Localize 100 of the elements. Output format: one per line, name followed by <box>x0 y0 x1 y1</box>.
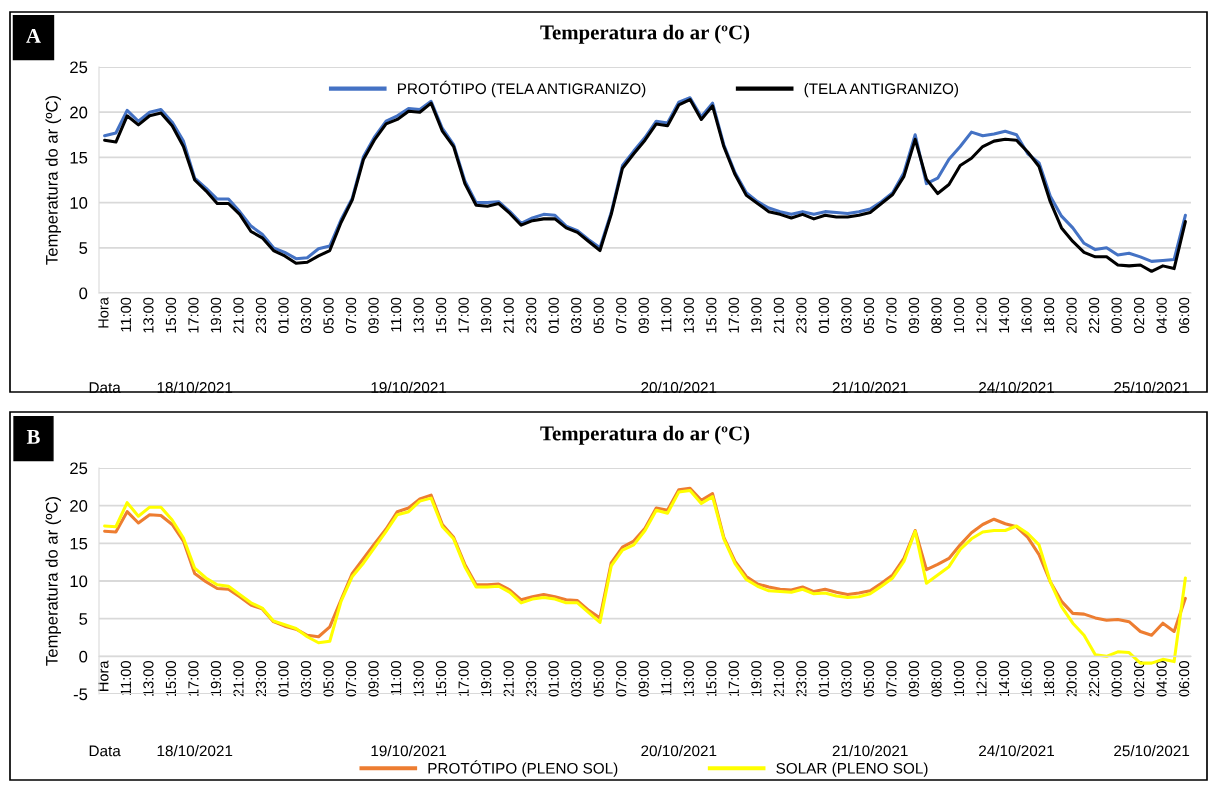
x-tick-label: 00:00 <box>1111 661 1122 697</box>
x-tick-label: 13:00 <box>143 661 154 696</box>
x-tick-label: 13:00 <box>143 297 154 333</box>
y-tick-label: 5 <box>79 613 88 625</box>
text: Data <box>89 382 121 393</box>
text: 18/10/2021 <box>157 745 233 757</box>
text: 24/10/2021 <box>979 745 1054 757</box>
x-tick-label: 05:00 <box>323 297 334 334</box>
x-tick-label: 00:00 <box>1111 297 1122 334</box>
x-tick-label: 09:00 <box>368 661 379 697</box>
x-tick-label: 14:00 <box>998 297 1010 333</box>
x-tick-label: 09:00 <box>368 297 379 334</box>
x-tick-label: Hora <box>98 660 109 691</box>
x-tick-label: 03:00 <box>571 297 582 334</box>
x-tick-label: 01:00 <box>548 661 559 697</box>
x-tick-label: 03:00 <box>841 661 852 697</box>
x-tick-label: 19:00 <box>480 661 492 696</box>
x-tick-label: 22:00 <box>1088 297 1100 333</box>
x-tick-label: 01:00 <box>278 661 289 697</box>
y-tick-label: 25 <box>70 462 88 475</box>
y-tick-label: -5 <box>73 688 88 701</box>
x-tick-label: 19:00 <box>751 661 762 696</box>
x-tick-label: 05:00 <box>863 661 875 697</box>
x-tick-label: 16:00 <box>1021 297 1032 333</box>
x-tick-label: 17:00 <box>458 297 469 333</box>
x-tick-label: 08:00 <box>931 661 942 697</box>
x-tick-label: 13:00 <box>413 661 424 696</box>
y-tick-label: 15 <box>70 537 88 550</box>
x-tick-label: 19:00 <box>751 297 762 333</box>
x-tick-label: 15:00 <box>165 661 177 696</box>
x-tick-label: 10:00 <box>953 661 965 696</box>
text: 20/10/2021 <box>641 745 717 757</box>
x-tick-label: 21:00 <box>503 661 514 697</box>
text: A <box>26 28 41 43</box>
x-tick-label: 17:00 <box>728 297 739 333</box>
x-tick-label: 05:00 <box>593 661 604 697</box>
legend-label: SOLAR (PLENO SOL) <box>776 762 928 777</box>
text: 19/10/2021 <box>371 381 447 393</box>
y-tick-label: 15 <box>70 151 88 164</box>
y-tick-label: 0 <box>79 650 88 663</box>
y-axis-title: Temperatura do ar (ºC) <box>45 96 62 265</box>
x-tick-label: 17:00 <box>188 297 199 333</box>
x-tick-label: 17:00 <box>458 661 469 696</box>
x-tick-label: 11:00 <box>120 297 132 332</box>
x-tick-label: 16:00 <box>1021 661 1032 696</box>
x-tick-label: 03:00 <box>841 297 852 334</box>
x-tick-label: 07:00 <box>345 297 357 334</box>
x-tick-label: 03:00 <box>300 297 312 334</box>
x-tick-label: 11:00 <box>390 297 402 332</box>
x-tick-label: 23:00 <box>526 661 537 697</box>
x-tick-label: 03:00 <box>300 661 312 697</box>
x-tick-label: 09:00 <box>908 297 920 334</box>
text: Data <box>89 745 121 757</box>
x-tick-label: Hora <box>98 297 109 328</box>
x-tick-label: 02:00 <box>1133 297 1145 334</box>
legend-label: (TELA ANTIGRANIZO) <box>804 82 959 98</box>
x-tick-label: 23:00 <box>796 297 807 333</box>
text: B <box>26 429 40 444</box>
y-tick-label: 10 <box>70 197 88 209</box>
x-tick-label: 23:00 <box>796 661 807 697</box>
x-tick-label: 11:00 <box>661 661 672 695</box>
x-tick-label: 07:00 <box>616 661 627 697</box>
x-tick-label: 19:00 <box>210 661 222 696</box>
x-tick-label: 05:00 <box>593 297 604 334</box>
x-tick-label: 19:00 <box>480 297 492 333</box>
x-tick-label: 01:00 <box>818 661 830 697</box>
x-tick-label: 17:00 <box>188 661 199 696</box>
y-tick-label: 25 <box>70 61 88 74</box>
x-tick-label: 09:00 <box>638 661 649 697</box>
x-tick-label: 01:00 <box>548 297 559 334</box>
text: 20/10/2021 <box>641 381 717 393</box>
x-tick-label: 21:00 <box>773 297 785 333</box>
x-tick-label: 09:00 <box>908 661 920 697</box>
x-tick-label: 07:00 <box>345 661 357 697</box>
x-tick-label: 14:00 <box>998 661 1010 696</box>
x-tick-label: 21:00 <box>503 297 514 333</box>
x-tick-label: 13:00 <box>683 661 694 696</box>
x-tick-label: 15:00 <box>706 297 717 333</box>
x-tick-label: 15:00 <box>435 297 447 333</box>
x-tick-label: 21:00 <box>233 661 244 697</box>
legend-label: PROTÓTIPO (PLENO SOL) <box>428 760 618 777</box>
x-tick-label: 04:00 <box>1156 661 1167 697</box>
x-tick-label: 13:00 <box>413 297 424 333</box>
x-tick-label: 19:00 <box>210 297 222 333</box>
y-axis-title: Temperatura do ar (ºC) <box>45 497 62 666</box>
x-tick-label: 05:00 <box>863 297 875 334</box>
text: 24/10/2021 <box>979 381 1054 393</box>
y-tick-label: 0 <box>79 287 88 300</box>
x-tick-label: 15:00 <box>435 661 447 696</box>
text: 21/10/2021 <box>832 745 908 757</box>
x-tick-label: 11:00 <box>120 661 132 695</box>
x-tick-label: 11:00 <box>661 297 672 332</box>
text: 25/10/2021 <box>1114 381 1190 393</box>
x-tick-label: 12:00 <box>976 661 987 696</box>
x-tick-label: 04:00 <box>1156 297 1167 334</box>
x-tick-label: 11:00 <box>390 661 402 695</box>
x-tick-label: 15:00 <box>706 661 717 696</box>
x-tick-label: 05:00 <box>323 661 334 697</box>
chart-title: Temperatura do ar (ºC) <box>540 425 750 445</box>
x-tick-label: 21:00 <box>233 297 244 333</box>
